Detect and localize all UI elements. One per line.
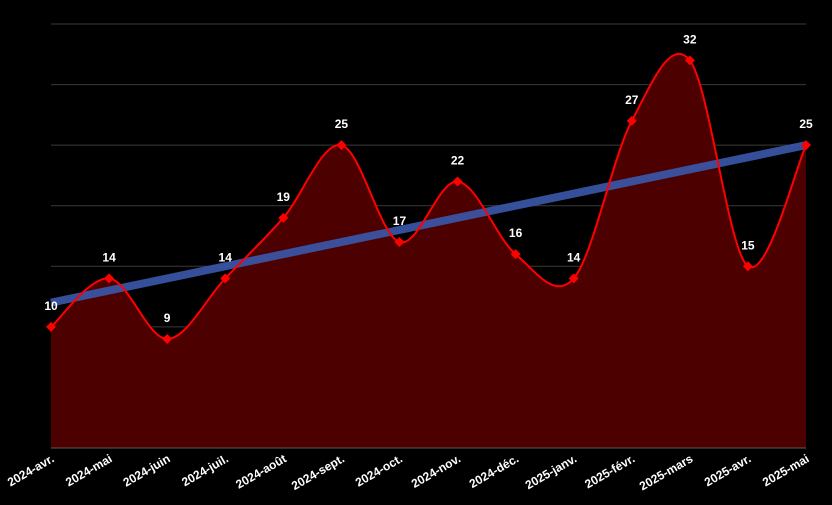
series-area xyxy=(51,53,806,449)
x-tick-label: 2025-févr. xyxy=(582,451,637,491)
x-tick-label: 2024-nov. xyxy=(409,451,463,490)
x-tick-label: 2025-janv. xyxy=(523,451,579,492)
x-tick-label: 2025-avr. xyxy=(702,451,754,489)
x-tick-label: 2024-mai xyxy=(63,451,114,489)
data-label: 10 xyxy=(44,299,58,313)
data-point-marker xyxy=(801,140,811,151)
x-tick-label: 2025-mars xyxy=(637,451,696,493)
data-label: 17 xyxy=(393,214,407,228)
data-label: 25 xyxy=(335,117,349,131)
data-point-marker xyxy=(394,237,405,248)
data-point-marker xyxy=(278,212,289,223)
data-label: 9 xyxy=(164,311,171,325)
data-label: 14 xyxy=(567,250,581,264)
x-tick-label: 2024-avr. xyxy=(5,451,57,489)
data-point-marker xyxy=(510,249,521,260)
data-point-marker xyxy=(46,321,56,332)
x-tick-label: 2024-oct. xyxy=(353,451,405,489)
data-label: 14 xyxy=(219,250,233,264)
data-label: 22 xyxy=(451,153,465,167)
data-label: 32 xyxy=(683,32,697,46)
x-tick-label: 2024-août xyxy=(233,451,289,491)
data-point-marker xyxy=(162,333,173,344)
data-point-marker xyxy=(452,176,463,187)
x-tick-label: 2025-mai xyxy=(760,451,811,489)
x-axis: 2024-avr. 2024-mai 2024-juin 2024-juil. 2024… xyxy=(5,447,812,493)
data-label: 19 xyxy=(277,190,291,204)
data-point-marker xyxy=(684,55,695,66)
data-point-marker xyxy=(626,115,637,126)
data-label: 14 xyxy=(102,250,116,264)
data-point-marker xyxy=(336,140,347,151)
x-tick-label: 2024-sept. xyxy=(289,451,347,492)
trendline xyxy=(50,141,807,307)
data-label: 25 xyxy=(799,117,813,131)
x-tick-label: 2024-juil. xyxy=(179,451,230,489)
series-area-fill xyxy=(51,53,806,449)
data-point-marker xyxy=(742,261,753,272)
data-markers xyxy=(46,55,811,344)
data-label: 15 xyxy=(741,238,755,252)
data-point-marker xyxy=(220,273,231,284)
x-tick-label: 2024-déc. xyxy=(467,451,521,490)
data-labels: 10 14 9 14 19 25 17 22 16 14 27 32 15 25 xyxy=(44,32,813,325)
data-label: 16 xyxy=(509,226,523,240)
x-tick-label: 2024-juin xyxy=(121,451,173,489)
data-label: 27 xyxy=(625,93,639,107)
data-point-marker xyxy=(104,273,115,284)
trendline-line xyxy=(50,141,807,307)
data-point-marker xyxy=(568,273,579,284)
